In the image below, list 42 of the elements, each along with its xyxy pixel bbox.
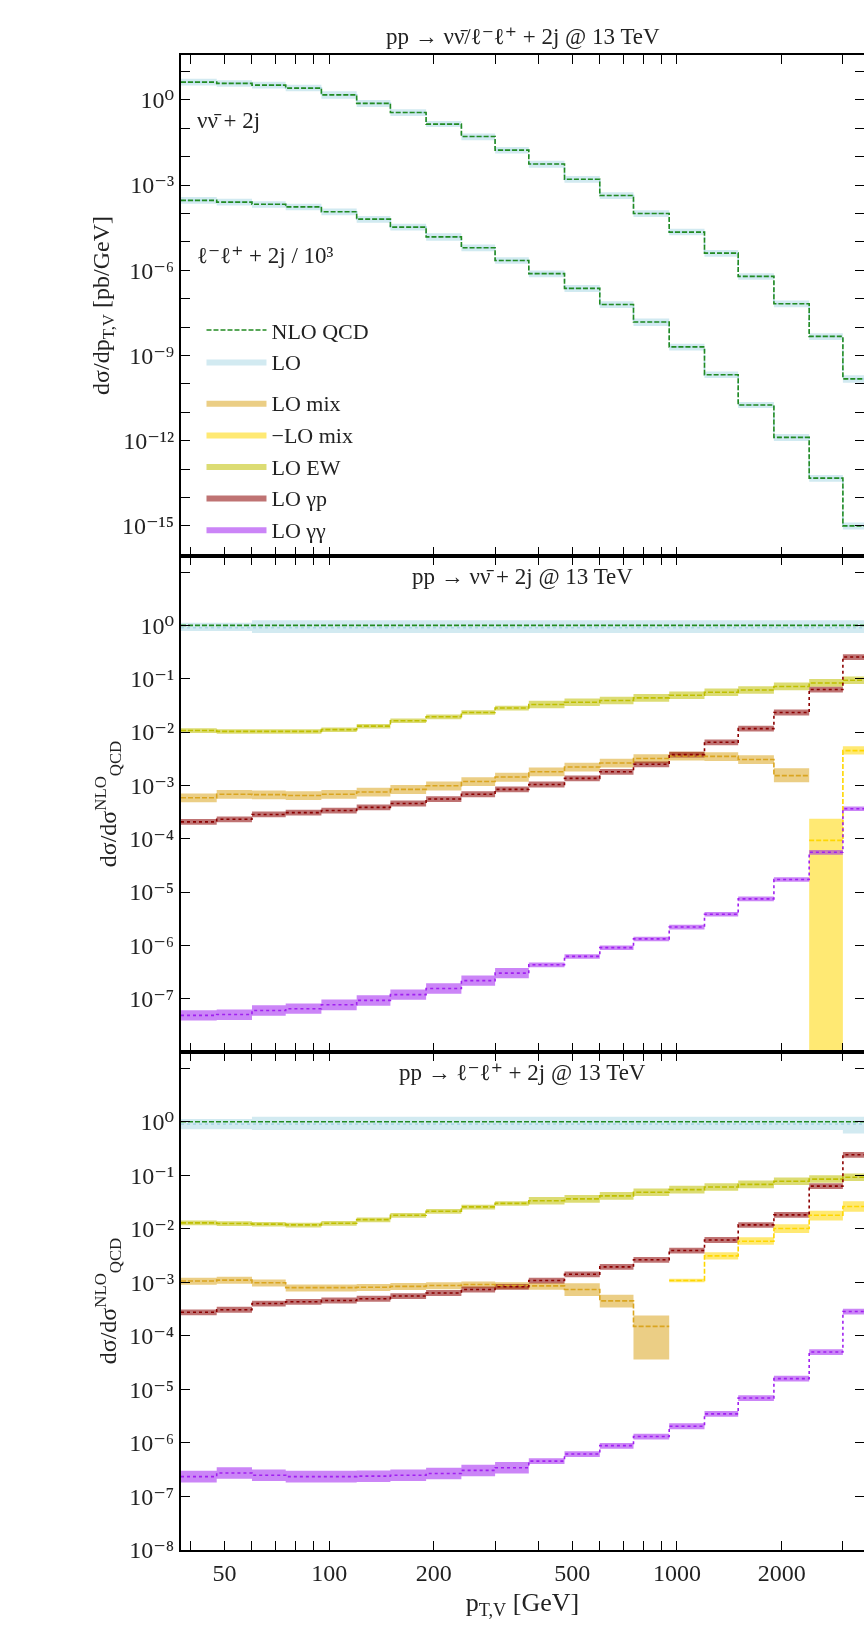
legend-label: LO γp <box>271 486 328 512</box>
legend-label: NLO QCD <box>271 318 369 344</box>
y-tick-label: 10⁻² <box>130 1216 175 1243</box>
y-tick-label: 10⁻³ <box>130 172 175 199</box>
legend-label: −LO mix <box>271 422 353 448</box>
y-tick-label: 10⁻⁴ <box>129 1323 175 1350</box>
y-tick-label: 10⁻⁵ <box>129 1376 175 1403</box>
y-tick-label: 10⁻³ <box>130 1269 175 1296</box>
annotation: ℓ⁻ℓ⁺ + 2j / 10³ <box>197 243 334 268</box>
y-tick-label: 10⁻⁶ <box>129 1430 175 1457</box>
y-tick-label: 10⁰ <box>140 612 175 639</box>
y-tick-label: 10⁻⁸ <box>129 1537 175 1564</box>
chart-title: pp → νν̄/ℓ⁻ℓ⁺ + 2j @ 13 TeV <box>386 24 661 49</box>
y-tick-label: 10⁰ <box>140 1109 175 1136</box>
y-tick-label: 10⁻⁶ <box>129 257 175 284</box>
legend-label: LO <box>271 350 301 376</box>
x-tick-label: 100 <box>311 1559 348 1586</box>
y-tick-label: 10⁻⁷ <box>129 986 175 1013</box>
y-tick-label: 10⁻⁴ <box>129 826 175 853</box>
chart-title: pp → νν̄ + 2j @ 13 TeV <box>412 564 634 589</box>
y-tick-label: 10⁻³ <box>130 772 175 799</box>
y-tick-label: 10⁻⁶ <box>129 932 175 959</box>
annotation: νν̄ + 2j <box>197 108 261 133</box>
y-tick-label: 10⁰ <box>140 87 175 114</box>
x-tick-label: 2000 <box>757 1559 806 1586</box>
y-tick-label: 10⁻¹ <box>130 1162 175 1189</box>
x-tick-label: 500 <box>554 1559 591 1586</box>
y-tick-label: 10⁻⁷ <box>129 1483 175 1510</box>
legend-label: LO mix <box>271 391 341 417</box>
x-axis-title: p$_{T,V}$ [GeV] <box>465 1588 580 1621</box>
x-tick-label: 200 <box>415 1559 452 1586</box>
legend-label: LO γγ <box>271 517 327 543</box>
y-tick-label: 10⁻² <box>130 719 175 746</box>
y-tick-label: 10⁻¹ <box>130 666 175 693</box>
y-tick-label: 10⁻¹⁵ <box>121 513 175 540</box>
chart-title: pp → ℓ⁻ℓ⁺ + 2j @ 13 TeV <box>399 1060 646 1085</box>
y-tick-label: 10⁻¹² <box>123 428 175 455</box>
x-tick-label: 50 <box>212 1559 237 1586</box>
x-tick-label: 1000 <box>652 1559 701 1586</box>
y-tick-label: 10⁻⁹ <box>129 342 175 369</box>
y-tick-label: 10⁻⁵ <box>129 879 175 906</box>
legend-label: LO EW <box>271 454 341 480</box>
